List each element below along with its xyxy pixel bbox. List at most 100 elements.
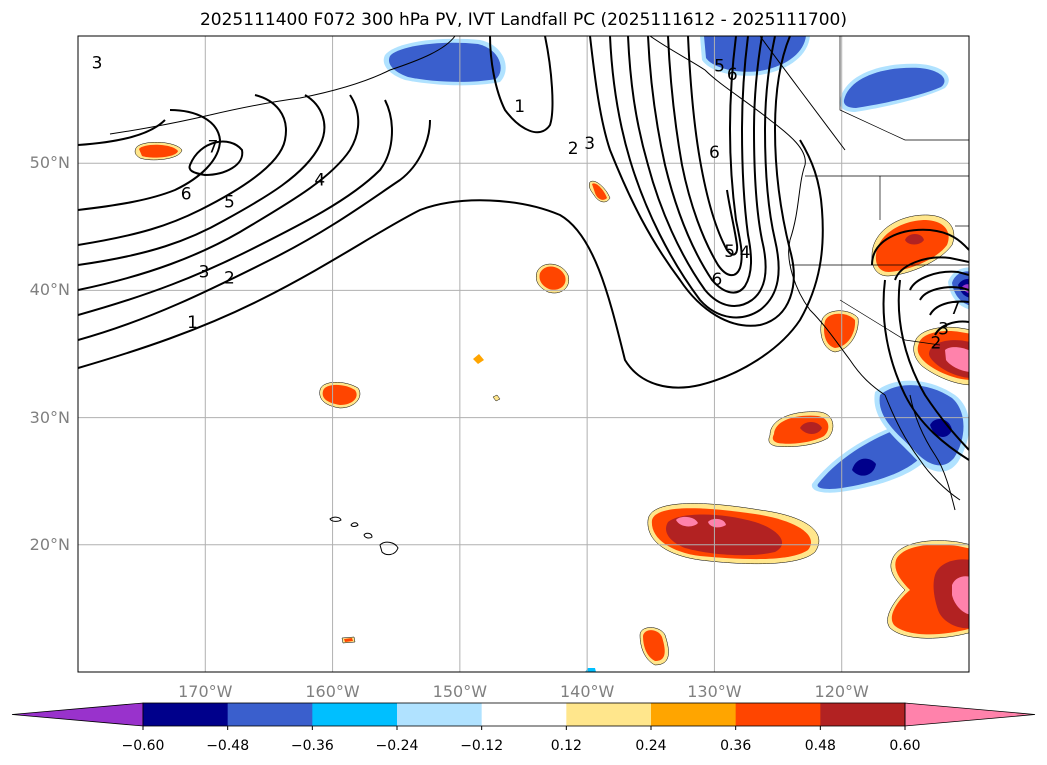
ivt-region-mexico-16n xyxy=(887,540,969,639)
ivt-region-canada-interior-56n xyxy=(839,63,949,112)
pv-contour-label: 2 xyxy=(224,269,235,289)
coastline xyxy=(884,394,961,501)
pv-contour-line xyxy=(589,36,795,327)
latitude-tick-label: 50°N xyxy=(29,153,70,173)
pv-contour-line xyxy=(188,140,244,177)
pv-contour-label: 3 xyxy=(92,54,103,74)
pv-contour-line xyxy=(909,270,969,291)
colorbar-segment xyxy=(397,703,483,726)
island-outline xyxy=(363,532,373,539)
pv-contour-label: 5 xyxy=(714,56,725,76)
colorbar-tick-label: −0.36 xyxy=(290,738,334,754)
graticule xyxy=(78,36,969,672)
ivt-region-offshore-29n xyxy=(768,411,834,447)
pv-contour-line xyxy=(687,36,739,256)
pv-contour-line xyxy=(871,228,969,266)
colorbar-tick-label: −0.12 xyxy=(460,738,504,754)
map-background xyxy=(78,36,969,672)
latitude-tick-label: 40°N xyxy=(29,280,70,300)
coastline xyxy=(759,36,846,151)
pv-contour-line xyxy=(609,36,780,319)
coastline xyxy=(909,394,956,511)
island-outline xyxy=(379,541,399,556)
pv-contour-label: 5 xyxy=(224,192,235,212)
pv-contour-label: 5 xyxy=(724,242,735,262)
colorbar-extend-min xyxy=(11,702,144,727)
island-outline xyxy=(329,516,342,522)
coastline xyxy=(649,36,806,241)
colorbar-tick-label: 0.60 xyxy=(889,738,921,754)
pv-contour-line xyxy=(78,94,287,246)
ivt-region-alaska-panhandle-58n xyxy=(700,36,810,76)
colorbar-segment xyxy=(481,703,567,726)
colorbar-tick-label: 0.12 xyxy=(550,738,582,754)
ivt-region-offshore-48n xyxy=(588,180,611,203)
colorbar-tick-label: −0.60 xyxy=(121,738,165,754)
coastline xyxy=(209,36,456,116)
colorbar-segment xyxy=(312,703,398,726)
pv-contour-label: 3 xyxy=(584,134,595,154)
latitude-tick-label: 30°N xyxy=(29,407,70,427)
pv-contour-label: 3 xyxy=(938,320,949,340)
ivt-region-small-positive-35n xyxy=(473,354,501,402)
colorbar-tick-label: 0.24 xyxy=(635,738,667,754)
pv-contour-line xyxy=(78,94,326,266)
longitude-tick-label: 150°W xyxy=(432,682,488,701)
pv-contour-line xyxy=(78,94,360,291)
pv-contour-label: 4 xyxy=(314,171,325,191)
pv-contour-line xyxy=(78,99,393,316)
colorbar-tick-label: −0.24 xyxy=(375,738,419,754)
pv-contour-label: 2 xyxy=(930,334,941,354)
colorbar-tick-label: −0.48 xyxy=(206,738,250,754)
ivt-fleck xyxy=(585,668,596,672)
coastlines xyxy=(109,36,969,556)
longitude-tick-label: 140°W xyxy=(559,682,615,701)
longitude-tick-label: 170°W xyxy=(178,682,233,701)
ivt-region-central-pacific-41n xyxy=(536,263,570,294)
colorbar-segment xyxy=(566,703,652,726)
pv-contour-line xyxy=(897,279,969,451)
pv-contour-label: 4 xyxy=(740,243,751,263)
pv-contour-line xyxy=(78,119,431,341)
pv-contour-label: 7 xyxy=(950,299,961,319)
pv-contour-label: 3 xyxy=(199,262,210,282)
colorbar-tick-label: 0.36 xyxy=(720,738,752,754)
latitude-tick-label: 20°N xyxy=(29,534,70,554)
longitude-tick-label: 160°W xyxy=(305,682,360,701)
pv-contour-line xyxy=(929,300,969,316)
pv-contour-line xyxy=(667,36,743,277)
colorbar xyxy=(11,702,1036,730)
ivt-region-tropical-12n xyxy=(639,627,669,666)
ivt-region-northern-california-coast xyxy=(820,310,859,353)
pv-contour-line xyxy=(489,36,554,134)
coastline xyxy=(109,114,211,135)
pv-contours xyxy=(78,36,969,461)
island-outline xyxy=(350,522,359,527)
pv-contour-label: 6 xyxy=(181,185,192,205)
pv-contour-line xyxy=(78,109,222,211)
political-border xyxy=(839,299,941,346)
pv-contour-line xyxy=(627,36,767,307)
pv-contour-label: 7 xyxy=(208,138,219,158)
map-frame xyxy=(77,35,970,673)
ivt-region-gulf-of-alaska-57n xyxy=(383,38,506,86)
political-border xyxy=(839,36,969,141)
pv-contour-label: 6 xyxy=(727,65,738,85)
pv-contour-label: 6 xyxy=(709,143,720,163)
ivt-region-small-positive-12n xyxy=(341,636,356,644)
colorbar-segment xyxy=(227,703,313,726)
pv-contour-line xyxy=(894,256,969,281)
pv-contour-line xyxy=(78,119,166,146)
colorbar-segment xyxy=(735,703,821,726)
pv-contour-line xyxy=(647,36,752,294)
pv-contour-label: 1 xyxy=(187,313,198,333)
pv-contour-label: 2 xyxy=(568,139,579,159)
longitude-tick-label: 130°W xyxy=(687,682,742,701)
pv-contour-line xyxy=(934,320,969,336)
pv-contour-line xyxy=(882,279,969,461)
pv-contour-line xyxy=(919,286,969,301)
colorbar-tick-label: 0.48 xyxy=(804,738,836,754)
pv-contour-line xyxy=(78,139,824,389)
colorbar-segment xyxy=(651,703,737,726)
